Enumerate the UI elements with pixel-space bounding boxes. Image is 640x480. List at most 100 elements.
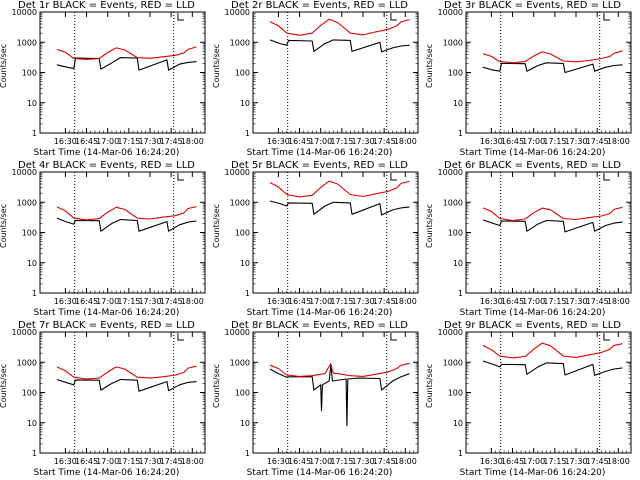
events-series-line xyxy=(56,57,197,71)
x-tick-label: 17:15 xyxy=(543,457,566,466)
lld-series-line xyxy=(56,365,197,380)
x-tick-label: 16:30 xyxy=(267,297,290,306)
y-tick-label: 10 xyxy=(27,259,37,268)
x-tick-label: 17:45 xyxy=(373,457,396,466)
x-axis-label: Start Time (14-Mar-06 16:24:20) xyxy=(459,308,606,318)
detector-panel-6: Det 6r BLACK = Events, RED = LLD Start Ti… xyxy=(425,160,639,320)
y-tick-label: 100 xyxy=(448,69,463,78)
y-tick-label: 100 xyxy=(235,229,250,238)
y-tick-label: 10000 xyxy=(225,328,250,337)
y-tick-label: 100 xyxy=(235,389,250,398)
x-tick-label: 17:30 xyxy=(351,297,374,306)
bracket-marker xyxy=(603,333,610,341)
x-tick-label: 17:30 xyxy=(564,137,587,146)
x-tick-label: 16:30 xyxy=(480,137,503,146)
y-tick-label: 100 xyxy=(22,69,37,78)
x-tick-label: 17:45 xyxy=(586,137,609,146)
plot-area: 1 10 100 1000 10000 16:3016:4517:0017:1517:30… xyxy=(12,328,206,466)
x-tick-label: 16:45 xyxy=(75,457,98,466)
x-tick-label: 16:30 xyxy=(54,297,77,306)
bracket-marker xyxy=(177,333,184,341)
x-tick-label: 17:45 xyxy=(586,457,609,466)
y-tick-label: 1000 xyxy=(443,358,463,367)
x-tick-label: 17:15 xyxy=(117,137,140,146)
y-tick-label: 100 xyxy=(22,229,37,238)
lld-series-line xyxy=(482,342,623,359)
panel-title: Det 6r BLACK = Events, RED = LLD xyxy=(444,160,621,171)
x-tick-label: 17:00 xyxy=(96,457,119,466)
x-axis-label: Start Time (14-Mar-06 16:24:20) xyxy=(33,148,180,158)
x-tick-label: 17:45 xyxy=(373,137,396,146)
x-tick-label: 16:45 xyxy=(501,457,524,466)
plot-area: 1 10 100 1000 10000 16:3016:4517:0017:1517:30… xyxy=(12,168,206,306)
x-tick-label: 16:45 xyxy=(501,297,524,306)
x-tick-label: 18:00 xyxy=(607,457,630,466)
y-tick-label: 1 xyxy=(245,449,250,458)
axes-frame xyxy=(465,11,632,134)
x-axis-label: Start Time (14-Mar-06 16:24:20) xyxy=(33,308,180,318)
y-tick-label: 10 xyxy=(453,99,463,108)
panel-title: Det 8r BLACK = Events, RED = LLD xyxy=(231,320,408,331)
y-tick-label: 1 xyxy=(32,449,37,458)
x-tick-label: 16:30 xyxy=(480,297,503,306)
bracket-marker xyxy=(390,333,397,341)
lld-series-line xyxy=(482,50,623,64)
x-tick-label: 18:00 xyxy=(607,297,630,306)
x-tick-label: 18:00 xyxy=(181,457,204,466)
panel-title: Det 2r BLACK = Events, RED = LLD xyxy=(231,0,408,11)
y-tick-label: 100 xyxy=(448,389,463,398)
events-series-line xyxy=(56,378,197,392)
y-tick-label: 1000 xyxy=(17,358,37,367)
y-tick-label: 100 xyxy=(235,69,250,78)
detector-panel-3: Det 3r BLACK = Events, RED = LLD Start Ti… xyxy=(425,0,639,160)
x-tick-label: 16:45 xyxy=(288,297,311,306)
plot-area: 1 10 100 1000 10000 16:3016:4517:0017:1517:30… xyxy=(225,328,419,466)
y-tick-label: 1 xyxy=(458,449,463,458)
detector-panel-7: Det 7r BLACK = Events, RED = LLD Start Ti… xyxy=(0,320,213,480)
x-tick-label: 16:30 xyxy=(267,457,290,466)
lld-series-line xyxy=(269,18,410,36)
x-tick-label: 17:15 xyxy=(330,457,353,466)
lld-series-line xyxy=(269,362,410,377)
plot-area: 1 10 100 1000 10000 16:3016:4517:0017:1517:30… xyxy=(438,8,632,146)
x-tick-label: 17:45 xyxy=(160,457,183,466)
x-tick-label: 16:30 xyxy=(480,457,503,466)
y-tick-label: 1000 xyxy=(443,198,463,207)
x-tick-label: 17:45 xyxy=(373,297,396,306)
y-tick-label: 1 xyxy=(458,129,463,138)
x-tick-label: 16:30 xyxy=(267,137,290,146)
x-tick-label: 16:45 xyxy=(75,137,98,146)
lld-series-line xyxy=(56,46,197,61)
x-axis-label: Start Time (14-Mar-06 16:24:20) xyxy=(459,468,606,478)
axes-frame xyxy=(39,331,206,454)
y-tick-label: 10 xyxy=(240,99,250,108)
x-tick-label: 18:00 xyxy=(181,297,204,306)
events-series-line xyxy=(56,217,197,232)
y-tick-label: 1 xyxy=(32,289,37,298)
y-tick-label: 10 xyxy=(240,259,250,268)
x-tick-label: 17:30 xyxy=(138,137,161,146)
bracket-marker xyxy=(177,13,184,21)
x-axis-label: Start Time (14-Mar-06 16:24:20) xyxy=(246,468,393,478)
x-tick-label: 17:00 xyxy=(96,137,119,146)
y-tick-label: 1000 xyxy=(230,358,250,367)
x-tick-label: 17:30 xyxy=(564,457,587,466)
y-tick-label: 1000 xyxy=(17,198,37,207)
x-tick-label: 17:45 xyxy=(160,297,183,306)
lld-series-line xyxy=(482,206,623,222)
y-tick-label: 1 xyxy=(32,129,37,138)
x-tick-label: 17:30 xyxy=(138,457,161,466)
y-tick-label: 10 xyxy=(27,419,37,428)
x-tick-label: 16:30 xyxy=(54,457,77,466)
detector-panel-5: Det 5r BLACK = Events, RED = LLD Start Ti… xyxy=(212,160,426,320)
y-tick-label: 100 xyxy=(22,389,37,398)
events-series-line xyxy=(482,360,623,376)
y-tick-label: 100 xyxy=(448,229,463,238)
events-series-line xyxy=(482,219,623,233)
x-tick-label: 18:00 xyxy=(181,137,204,146)
y-tick-label: 10000 xyxy=(438,8,463,17)
events-series-line xyxy=(269,200,410,216)
bracket-marker xyxy=(603,173,610,181)
x-tick-label: 17:00 xyxy=(522,137,545,146)
